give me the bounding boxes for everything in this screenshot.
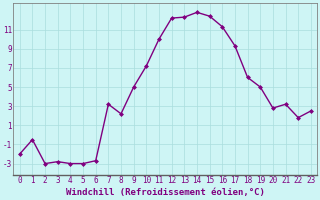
X-axis label: Windchill (Refroidissement éolien,°C): Windchill (Refroidissement éolien,°C) xyxy=(66,188,265,197)
